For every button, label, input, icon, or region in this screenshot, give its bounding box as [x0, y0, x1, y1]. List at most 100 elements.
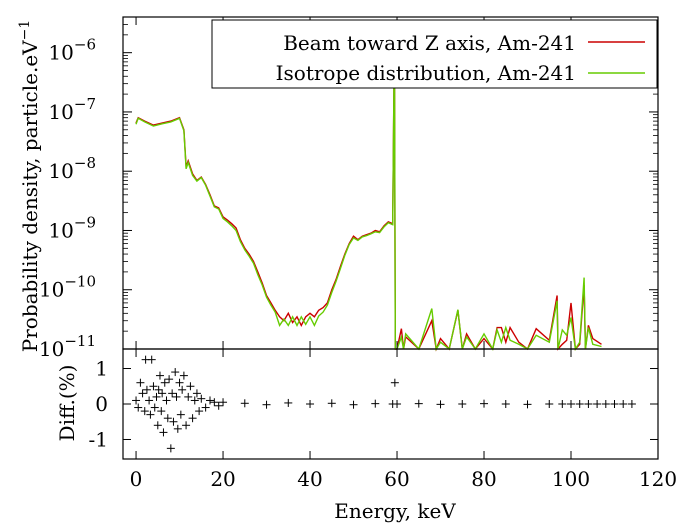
- diff-point: [140, 407, 149, 416]
- diff-point: [306, 400, 315, 408]
- diff-point: [436, 400, 445, 409]
- diff-point: [284, 398, 293, 407]
- diff-point: [146, 410, 155, 419]
- diff-point: [178, 385, 187, 394]
- y-tick-label-exp: −10: [64, 273, 96, 291]
- diff-point: [240, 399, 249, 408]
- diff-point: [147, 355, 156, 364]
- x-tick-label: 20: [210, 467, 235, 491]
- diff-point: [214, 401, 223, 410]
- spectrum-y-axis-label-text: Probability density, particle.eV: [18, 40, 42, 352]
- y-tick-label-base: 10: [48, 218, 73, 242]
- x-tick-label: 100: [552, 467, 590, 491]
- diff-point: [627, 400, 636, 408]
- diff-point: [480, 399, 489, 408]
- legend: Beam toward Z axis, Am-241 Isotrope dist…: [211, 19, 658, 89]
- diff-point: [192, 389, 201, 398]
- diff-point: [152, 392, 161, 401]
- spectrum-y-axis-label: Probability density, particle.eV−1: [17, 20, 42, 352]
- diff-point: [136, 378, 145, 387]
- diff-point: [523, 400, 532, 409]
- diff-point: [201, 403, 210, 412]
- y-tick-label: 10−7: [48, 95, 96, 124]
- series-line-0: [135, 34, 602, 352]
- diff-point: [210, 398, 219, 407]
- spectrum-series-lines: [135, 34, 602, 352]
- diff-point: [458, 400, 467, 408]
- diff-point: [158, 389, 167, 398]
- diff-point: [558, 400, 567, 408]
- difference-panel: 1 0 -1 0 20 40 60 80 100 120 Diff.(%) Energy, ke…: [55, 348, 677, 523]
- diff-point: [186, 382, 195, 391]
- diff-point: [188, 414, 197, 423]
- difference-points: [132, 355, 636, 453]
- difference-y-axis-label: Diff.(%): [55, 365, 79, 442]
- diff-point: [262, 400, 271, 409]
- diff-point: [619, 400, 628, 408]
- diff-point: [162, 396, 171, 405]
- y-tick-label-exp: −9: [74, 213, 96, 231]
- diff-point: [601, 400, 610, 408]
- diff-point: [610, 400, 619, 408]
- diff-point: [166, 444, 175, 453]
- diff-y-tick-label: -1: [89, 427, 108, 451]
- legend-box: [211, 19, 658, 89]
- legend-label-isotrope: Isotrope distribution, Am-241: [276, 61, 576, 85]
- diff-point: [575, 400, 584, 408]
- diff-point: [390, 378, 399, 387]
- diff-point: [154, 385, 163, 394]
- y-tick-label-exp: −7: [74, 95, 96, 113]
- x-tick-label: 40: [297, 467, 322, 491]
- x-tick-label: 80: [471, 467, 496, 491]
- y-tick-label-exp: −11: [64, 332, 96, 350]
- diff-point: [153, 421, 162, 430]
- diff-point: [159, 428, 168, 437]
- diff-point: [165, 375, 174, 384]
- y-tick-label: 10−10: [39, 273, 96, 302]
- diff-point: [197, 394, 206, 403]
- difference-x-ticks: 0 20 40 60 80 100 120: [130, 349, 677, 491]
- y-tick-label-exp: −8: [74, 154, 96, 172]
- diff-point: [205, 396, 214, 405]
- legend-label-beam: Beam toward Z axis, Am-241: [283, 31, 576, 55]
- diff-point: [501, 400, 510, 408]
- diff-point: [190, 396, 199, 405]
- y-tick-label-base: 10: [48, 159, 73, 183]
- diff-point: [163, 414, 172, 423]
- y-tick-label-exp: −6: [74, 36, 96, 54]
- diff-point: [371, 399, 380, 408]
- diff-point: [145, 396, 154, 405]
- y-tick-label: 10−6: [48, 36, 96, 65]
- diff-point: [132, 396, 141, 405]
- y-tick-label-base: 10: [48, 100, 73, 124]
- diff-point: [176, 410, 185, 419]
- diff-point: [169, 417, 178, 426]
- diff-y-tick-label: 0: [95, 392, 108, 416]
- y-tick-label: 10−8: [48, 154, 96, 183]
- y-tick-label: 10−9: [48, 213, 96, 242]
- diff-point: [567, 400, 576, 408]
- diff-point: [155, 371, 164, 380]
- diff-point: [195, 407, 204, 416]
- diff-point: [134, 403, 143, 412]
- y-tick-label-base: 10: [48, 41, 73, 65]
- diff-point: [172, 392, 181, 401]
- diff-point: [149, 382, 158, 391]
- diff-point: [327, 399, 336, 408]
- diff-point: [160, 378, 169, 387]
- x-tick-label: 0: [130, 467, 143, 491]
- diff-point: [593, 400, 602, 408]
- diff-point: [414, 399, 423, 408]
- diff-point: [545, 400, 554, 408]
- diff-point: [175, 378, 184, 387]
- diff-point: [179, 371, 188, 380]
- diff-y-tick-label: 1: [95, 357, 108, 381]
- diff-point: [219, 398, 228, 407]
- diff-point: [184, 392, 193, 401]
- diff-point: [584, 400, 593, 408]
- diff-point: [182, 421, 191, 430]
- difference-y-ticks: 1 0 -1: [89, 357, 658, 451]
- spectrum-y-axis-label-sup: −1: [17, 20, 33, 41]
- diff-point: [157, 407, 166, 416]
